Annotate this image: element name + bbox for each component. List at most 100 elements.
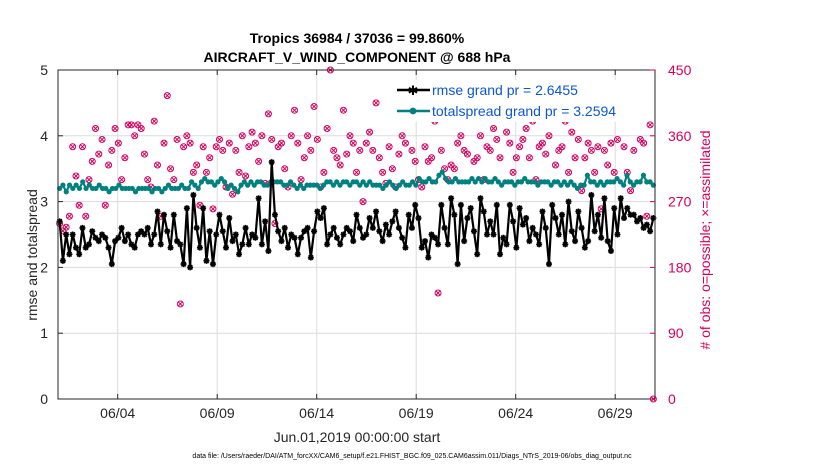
totalspread-point (564, 182, 571, 188)
totalspread-series (57, 169, 656, 195)
rmse-point (337, 241, 344, 248)
rmse-point (190, 192, 197, 199)
obs-possible-marker (144, 176, 152, 184)
obs-possible-marker (591, 168, 599, 176)
obs-possible-marker (434, 289, 442, 297)
obs-assimilated-marker (314, 136, 321, 143)
rmse-point (611, 205, 618, 212)
chart-title-line1: Tropics 36984 / 37036 = 99.860% (250, 30, 465, 46)
obs-possible-marker (509, 168, 517, 176)
y-tick-label: 3 (40, 194, 48, 210)
rmse-point (245, 241, 252, 248)
totalspread-point (558, 182, 564, 188)
obs-possible-marker (92, 124, 100, 132)
obs-possible-marker (131, 132, 139, 140)
rmse-point (408, 224, 415, 231)
totalspread-point (113, 185, 119, 192)
totalspread-point (545, 179, 551, 185)
obs-possible-marker (121, 154, 129, 162)
totalspread-point (165, 182, 172, 188)
rmse-point (151, 231, 158, 238)
obs-assimilated-marker (373, 100, 379, 106)
obs-possible-marker (127, 121, 135, 129)
rmse-point (415, 215, 422, 222)
rmse-point (637, 215, 644, 222)
obs-possible-marker (202, 168, 210, 176)
obs-assimilated-marker (477, 133, 484, 139)
obs-assimilated-marker (76, 202, 82, 209)
obs-assimilated-marker (246, 144, 252, 150)
obs-possible-marker (225, 139, 233, 147)
totalspread-point (492, 175, 498, 182)
obs-possible-marker (333, 154, 341, 162)
obs-possible-marker (353, 168, 360, 176)
rmse-point (249, 231, 256, 238)
totalspread-point (548, 182, 554, 188)
rmse-point (200, 205, 207, 212)
obs-assimilated-marker (360, 198, 366, 205)
obs-assimilated-marker (487, 147, 494, 154)
obs-possible-marker (620, 143, 628, 151)
obs-possible-marker (349, 139, 357, 147)
rmse-point (324, 241, 331, 248)
obs-possible-marker (277, 139, 285, 147)
y-tick-label: 2 (40, 259, 48, 275)
y-right-tick-label: 0 (668, 391, 676, 407)
totalspread-point (320, 182, 327, 188)
rmse-point (395, 224, 402, 231)
rmse-point (154, 208, 161, 215)
totalspread-point (479, 179, 485, 185)
rmse-point (399, 234, 406, 241)
totalspread-point (508, 179, 515, 185)
rmse-point (431, 234, 438, 241)
rmse-point (477, 195, 484, 202)
totalspread-point (80, 179, 86, 185)
totalspread-point (561, 179, 567, 185)
rmse-point (386, 231, 393, 238)
obs-assimilated-marker (99, 136, 105, 143)
totalspread-point (571, 182, 577, 188)
obs-possible-marker (627, 187, 635, 195)
totalspread-point (264, 182, 271, 188)
obs-possible-marker (421, 143, 429, 151)
rmse-point (262, 218, 269, 225)
obs-possible-marker (307, 146, 315, 154)
obs-assimilated-marker (193, 162, 200, 168)
rmse-point (223, 244, 230, 251)
totalspread-point (241, 179, 247, 185)
rmse-point (545, 261, 552, 268)
obs-assimilated-marker (503, 129, 510, 135)
obs-possible-marker (359, 198, 367, 206)
totalspread-point (469, 175, 475, 182)
obs-possible-marker (630, 146, 638, 154)
obs-assimilated-marker (588, 147, 595, 154)
obs-assimilated-marker (249, 129, 255, 135)
rmse-point (467, 205, 474, 212)
obs-assimilated-marker (233, 147, 239, 154)
obs-assimilated-marker (226, 140, 233, 146)
obs-possible-marker (219, 146, 227, 154)
obs-possible-marker (268, 135, 276, 143)
rmse-point (591, 228, 598, 235)
y-tick-label: 5 (40, 62, 48, 78)
obs-assimilated-marker (552, 162, 559, 168)
y-right-tick-label: 180 (668, 259, 692, 275)
obs-assimilated-marker (591, 169, 598, 176)
totalspread-point (406, 182, 412, 188)
totalspread-point (103, 185, 109, 192)
rmse-point (470, 228, 477, 235)
obs-assimilated-marker (122, 154, 128, 161)
rmse-point (138, 228, 145, 235)
y-right-tick-label: 90 (668, 325, 684, 341)
rmse-point (464, 215, 471, 222)
totalspread-point (179, 182, 185, 188)
totalspread-point (597, 179, 604, 185)
totalspread-point (287, 179, 294, 185)
rmse-point (500, 234, 507, 241)
totalspread-point (221, 179, 228, 185)
rmse-point (497, 251, 504, 258)
totalspread-point (188, 179, 195, 185)
obs-assimilated-marker (526, 154, 533, 161)
rmse-point (474, 251, 481, 258)
obs-possible-marker (486, 146, 494, 154)
